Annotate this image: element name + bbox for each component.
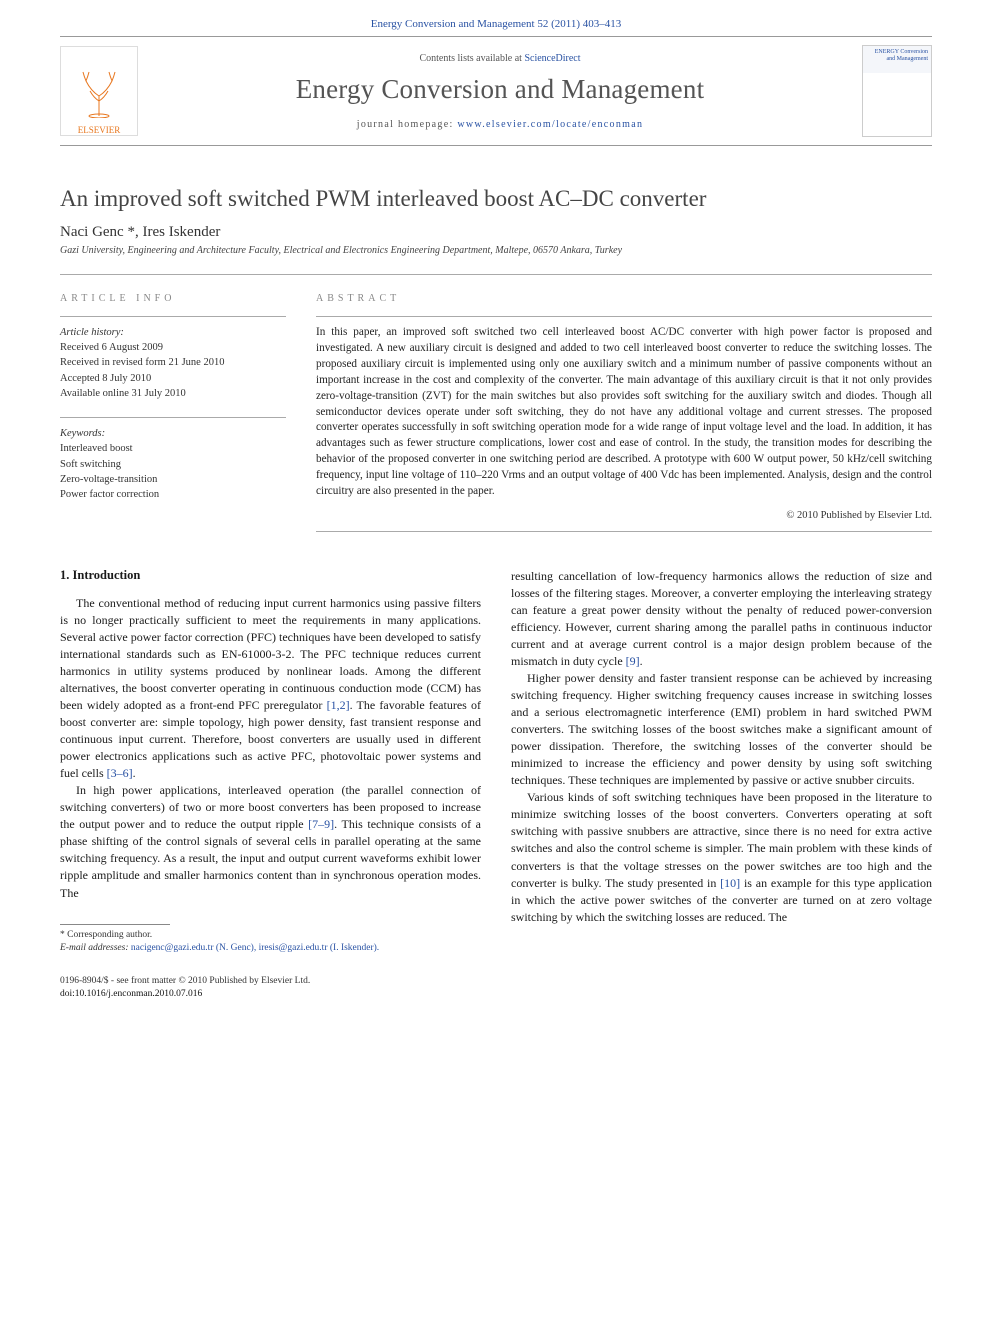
citation-link[interactable]: [9] xyxy=(626,654,640,668)
page-footer: 0196-8904/$ - see front matter © 2010 Pu… xyxy=(60,975,932,1002)
text-run: resulting cancellation of low-frequency … xyxy=(511,569,932,668)
paragraph: Higher power density and faster transien… xyxy=(511,670,932,789)
article-info-label: ARTICLE INFO xyxy=(60,293,286,304)
corr-author: * Corresponding author. xyxy=(60,929,481,942)
abstract-label: ABSTRACT xyxy=(316,293,932,304)
affiliation: Gazi University, Engineering and Archite… xyxy=(60,245,932,256)
divider xyxy=(316,531,932,532)
keyword: Interleaved boost xyxy=(60,441,286,456)
contents-prefix: Contents lists available at xyxy=(419,53,524,64)
citation-link[interactable]: [7–9] xyxy=(308,817,334,831)
email-label: E-mail addresses: xyxy=(60,943,131,953)
front-matter-line: 0196-8904/$ - see front matter © 2010 Pu… xyxy=(60,975,932,988)
paragraph: resulting cancellation of low-frequency … xyxy=(511,568,932,670)
text-run: . xyxy=(640,654,643,668)
elsevier-label: ELSEVIER xyxy=(78,125,121,135)
history-line: Received 6 August 2009 xyxy=(60,340,286,355)
journal-cover-thumbnail: ENERGY Conversion and Management xyxy=(862,45,932,137)
footnote-divider xyxy=(60,924,170,925)
keywords-block: Keywords: Interleaved boost Soft switchi… xyxy=(60,426,286,502)
corresponding-author-footnote: * Corresponding author. E-mail addresses… xyxy=(60,929,481,956)
homepage-url[interactable]: www.elsevier.com/locate/enconman xyxy=(457,119,643,130)
journal-banner: ELSEVIER Contents lists available at Sci… xyxy=(60,36,932,146)
history-line: Received in revised form 21 June 2010 xyxy=(60,355,286,370)
citation-link[interactable]: [1,2] xyxy=(327,698,350,712)
history-line: Available online 31 July 2010 xyxy=(60,386,286,401)
homepage-prefix: journal homepage: xyxy=(357,119,458,130)
left-column: 1. Introduction The conventional method … xyxy=(60,568,481,955)
divider xyxy=(60,316,286,317)
keyword: Soft switching xyxy=(60,457,286,472)
email-line: E-mail addresses: nacigenc@gazi.edu.tr (… xyxy=(60,942,481,955)
body-two-column: 1. Introduction The conventional method … xyxy=(60,568,932,955)
sciencedirect-link[interactable]: ScienceDirect xyxy=(524,53,580,64)
abstract-text: In this paper, an improved soft switched… xyxy=(316,325,932,500)
right-column: resulting cancellation of low-frequency … xyxy=(511,568,932,955)
history-label: Article history: xyxy=(60,325,286,340)
article-info-column: ARTICLE INFO Article history: Received 6… xyxy=(60,293,286,540)
article-history: Article history: Received 6 August 2009 … xyxy=(60,325,286,401)
running-header: Energy Conversion and Management 52 (201… xyxy=(0,0,992,36)
paragraph: Various kinds of soft switching techniqu… xyxy=(511,789,932,925)
contents-available: Contents lists available at ScienceDirec… xyxy=(150,53,850,64)
email-addresses[interactable]: nacigenc@gazi.edu.tr (N. Genc), iresis@g… xyxy=(131,943,379,953)
paragraph: The conventional method of reducing inpu… xyxy=(60,595,481,782)
keywords-label: Keywords: xyxy=(60,426,286,441)
cover-text: ENERGY Conversion and Management xyxy=(875,49,928,62)
paragraph: In high power applications, interleaved … xyxy=(60,782,481,901)
journal-title: Energy Conversion and Management xyxy=(150,74,850,105)
history-line: Accepted 8 July 2010 xyxy=(60,371,286,386)
journal-homepage: journal homepage: www.elsevier.com/locat… xyxy=(150,119,850,130)
elsevier-logo: ELSEVIER xyxy=(60,46,138,136)
keyword: Power factor correction xyxy=(60,487,286,502)
article-title: An improved soft switched PWM interleave… xyxy=(60,186,932,212)
elsevier-tree-icon xyxy=(76,66,122,125)
doi-line: doi:10.1016/j.enconman.2010.07.016 xyxy=(60,988,932,1001)
copyright: © 2010 Published by Elsevier Ltd. xyxy=(316,510,932,521)
keyword: Zero-voltage-transition xyxy=(60,472,286,487)
divider xyxy=(316,316,932,317)
citation-link[interactable]: [3–6] xyxy=(107,766,133,780)
authors: Naci Genc *, Ires Iskender xyxy=(60,224,932,241)
abstract-column: ABSTRACT In this paper, an improved soft… xyxy=(316,293,932,540)
info-abstract-row: ARTICLE INFO Article history: Received 6… xyxy=(60,274,932,540)
section-heading: 1. Introduction xyxy=(60,568,481,583)
citation-link[interactable]: [10] xyxy=(720,876,740,890)
banner-center: Contents lists available at ScienceDirec… xyxy=(150,53,850,130)
text-run: The conventional method of reducing inpu… xyxy=(60,596,481,712)
divider xyxy=(60,417,286,418)
text-run: . xyxy=(133,766,136,780)
